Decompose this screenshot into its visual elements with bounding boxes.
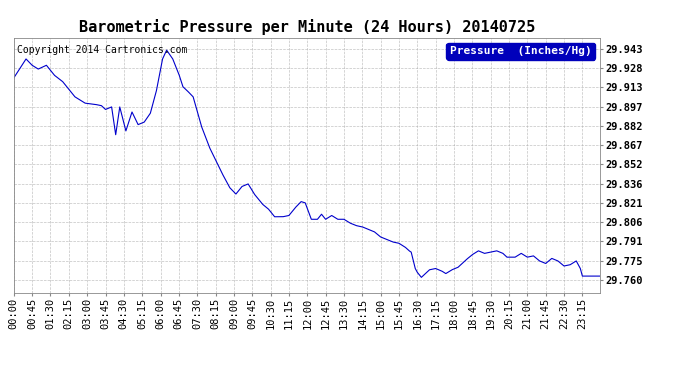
Text: Copyright 2014 Cartronics.com: Copyright 2014 Cartronics.com bbox=[17, 45, 187, 55]
Legend: Pressure  (Inches/Hg): Pressure (Inches/Hg) bbox=[446, 43, 595, 60]
Title: Barometric Pressure per Minute (24 Hours) 20140725: Barometric Pressure per Minute (24 Hours… bbox=[79, 19, 535, 35]
